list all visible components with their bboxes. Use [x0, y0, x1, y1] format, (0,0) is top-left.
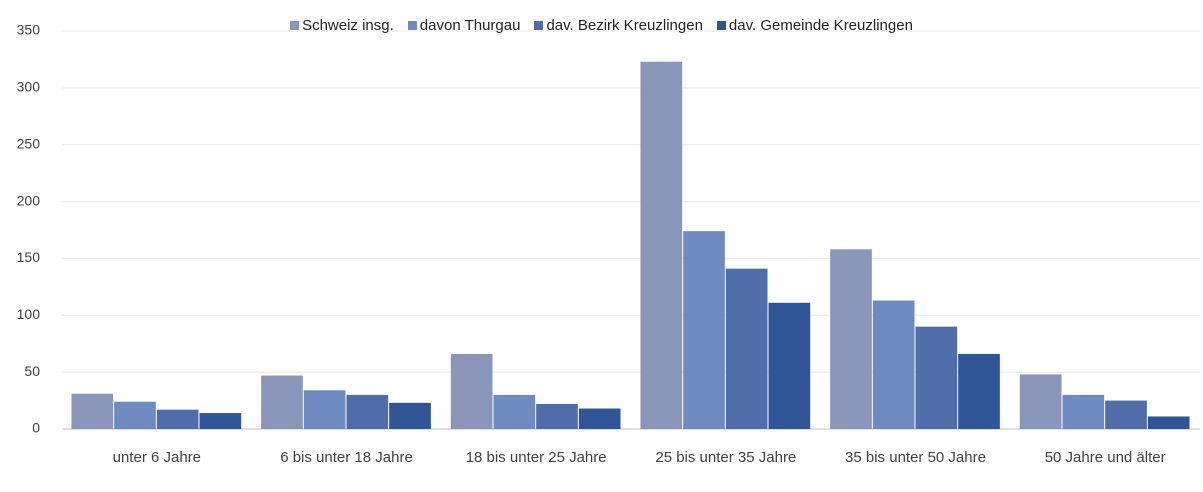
bar [156, 409, 199, 429]
bar [1147, 416, 1190, 429]
bar [958, 353, 1000, 429]
bar [346, 394, 389, 429]
bar [450, 353, 493, 429]
bar [493, 394, 536, 429]
legend-label: Schweiz insg. [302, 17, 394, 34]
y-tick-label: 150 [17, 249, 41, 265]
bar [199, 413, 242, 429]
y-tick-label: 350 [17, 22, 41, 38]
legend-item: dav. Bezirk Kreuzlingen [534, 17, 703, 34]
bar [872, 300, 915, 429]
bar [640, 61, 683, 430]
y-tick-label: 250 [17, 135, 41, 151]
legend-item: dav. Gemeinde Kreuzlingen [716, 17, 913, 34]
bar [303, 390, 346, 429]
legend-label: dav. Gemeinde Kreuzlingen [728, 17, 913, 34]
y-tick-label: 0 [32, 420, 40, 436]
legend-swatch [290, 21, 300, 30]
legend-swatch [407, 21, 417, 30]
legend-swatch [716, 21, 726, 30]
y-tick-label: 100 [17, 306, 41, 322]
legend-swatch [534, 21, 544, 30]
x-tick-label: 25 bis unter 35 Jahre [655, 449, 797, 466]
x-tick-label: 6 bis unter 18 Jahre [280, 449, 413, 466]
bar [578, 408, 621, 429]
bar [683, 231, 725, 429]
y-tick-label: 200 [17, 192, 41, 208]
bar [389, 402, 431, 429]
y-tick-label: 300 [17, 79, 41, 95]
y-tick-label: 50 [24, 363, 40, 379]
legend-item: davon Thurgau [407, 17, 521, 34]
x-tick-label: 18 bis unter 25 Jahre [465, 449, 607, 466]
x-tick-label: unter 6 Jahre [112, 449, 202, 466]
bar [536, 403, 578, 429]
x-tick-label: 50 Jahre und älter [1044, 449, 1166, 466]
legend-item: Schweiz insg. [290, 17, 394, 34]
bar [1105, 400, 1147, 429]
bar [725, 268, 768, 429]
legend: Schweiz insg. davon Thurgau dav. Bezirk Kr… [0, 17, 1203, 34]
bar [830, 249, 872, 429]
bar [1019, 374, 1062, 429]
bar [915, 326, 958, 429]
bar [114, 401, 156, 429]
legend-label: davon Thurgau [419, 17, 521, 34]
legend-label: dav. Bezirk Kreuzlingen [546, 17, 703, 34]
bar [768, 302, 811, 429]
x-tick-label: 35 bis unter 50 Jahre [845, 449, 986, 466]
bar [261, 375, 303, 429]
bar [1062, 394, 1105, 429]
bar [71, 393, 114, 429]
